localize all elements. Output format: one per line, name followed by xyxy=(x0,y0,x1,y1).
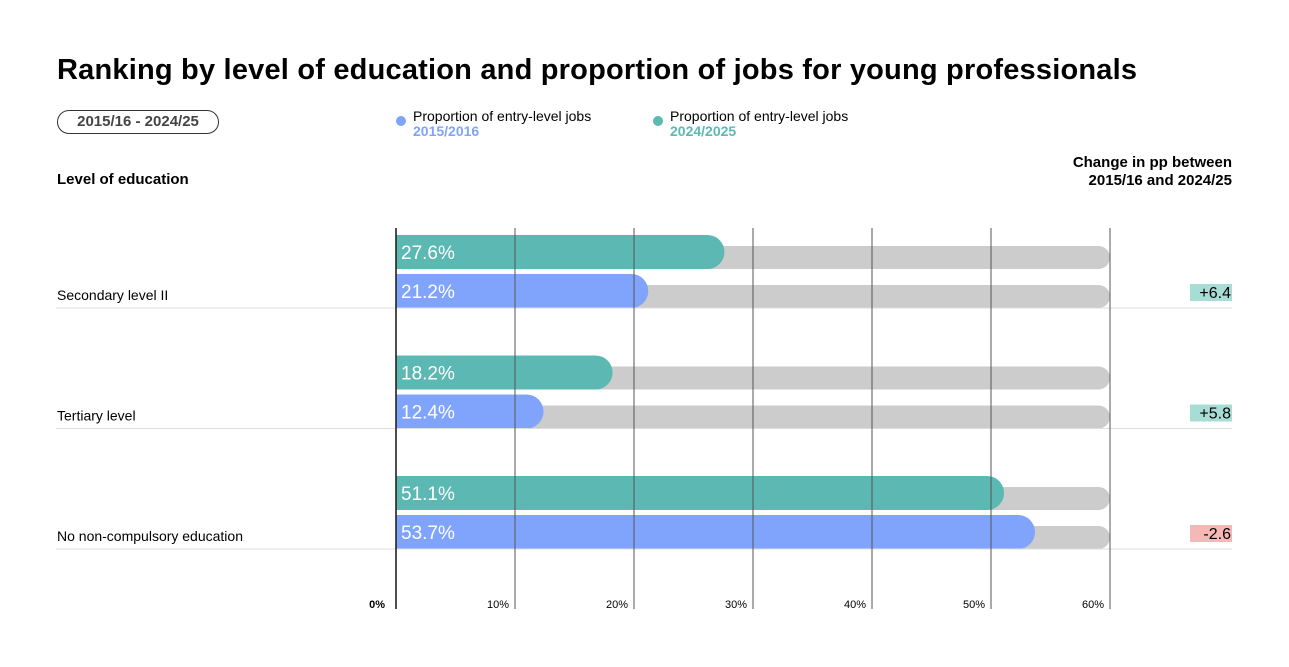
change-value: -2.6 xyxy=(1203,526,1231,543)
bar-value-label: 18.2% xyxy=(401,364,455,385)
change-badge xyxy=(1190,525,1232,542)
period-badge: 2015/16 - 2024/25 xyxy=(57,110,219,134)
bar-value-label: 53.7% xyxy=(401,523,455,544)
x-tick-label: 0% xyxy=(369,599,385,611)
legend-label: Proportion of entry-level jobs xyxy=(413,108,592,124)
bar xyxy=(396,235,725,269)
x-tick-label: 10% xyxy=(487,599,509,611)
legend-item-2024: Proportion of entry-level jobs 2024/2025 xyxy=(653,108,849,139)
bar-value-label: 51.1% xyxy=(401,484,455,505)
bar-value-label: 27.6% xyxy=(401,243,455,264)
bar xyxy=(396,476,1005,510)
change-value: +6.4 xyxy=(1199,285,1231,302)
x-tick-label: 60% xyxy=(1082,599,1104,611)
legend-year: 2015/2016 xyxy=(413,123,480,139)
legend-label: Proportion of entry-level jobs xyxy=(670,108,849,124)
bar xyxy=(396,394,544,429)
category-label: Tertiary level xyxy=(57,408,136,424)
category-label: Secondary level II xyxy=(57,287,168,303)
bar xyxy=(396,515,1036,549)
legend-dot-icon xyxy=(653,116,663,126)
category-label: No non-compulsory education xyxy=(57,528,243,544)
change-header-line: Change in pp between xyxy=(1072,154,1232,171)
legend-dot-icon xyxy=(396,116,406,126)
category-header: Level of education xyxy=(57,171,189,188)
bar xyxy=(396,274,649,308)
chart-title: Ranking by level of education and propor… xyxy=(57,54,1138,86)
x-tick-label: 30% xyxy=(725,599,747,611)
bar-value-label: 21.2% xyxy=(401,282,455,303)
change-header: Change in pp between 2015/16 and 2024/25 xyxy=(1073,154,1232,190)
x-tick-label: 50% xyxy=(963,599,985,611)
change-value: +5.8 xyxy=(1199,406,1231,423)
change-header-line: 2015/16 and 2024/25 xyxy=(1088,172,1232,189)
bar-value-label: 12.4% xyxy=(401,403,455,424)
legend-year: 2024/2025 xyxy=(670,123,737,139)
legend-item-2015: Proportion of entry-level jobs 2015/2016 xyxy=(396,108,592,139)
x-tick-label: 20% xyxy=(606,599,628,611)
change-badge xyxy=(1190,404,1232,422)
change-badge xyxy=(1190,284,1232,301)
x-tick-label: 40% xyxy=(844,599,866,611)
bar xyxy=(396,355,613,390)
